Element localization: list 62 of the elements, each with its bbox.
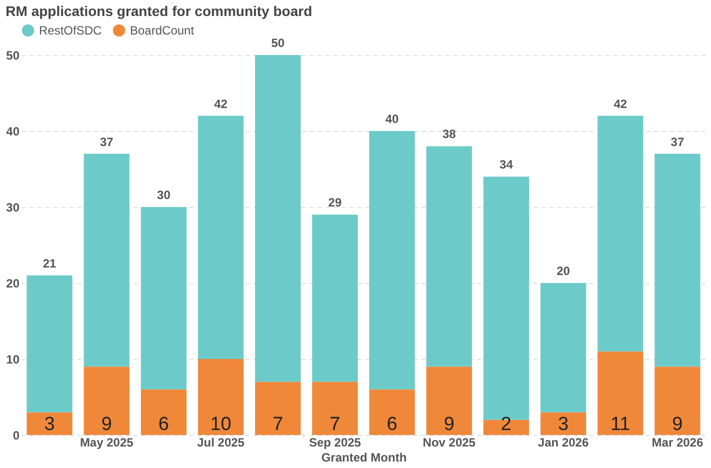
- bar: [255, 382, 301, 435]
- bar: [598, 351, 644, 435]
- total-label: 20: [556, 264, 570, 278]
- data-label: 9: [101, 414, 112, 435]
- data-label: 7: [330, 414, 340, 435]
- bar: [426, 366, 472, 435]
- data-label: 10: [210, 414, 232, 435]
- bar: [140, 389, 187, 435]
- y-tick-label: 40: [6, 124, 20, 138]
- x-tick-label: Jul 2025: [197, 436, 245, 450]
- data-label: 3: [44, 414, 55, 435]
- data-label: 2: [500, 414, 512, 435]
- total-label: 42: [614, 96, 628, 111]
- data-label: 6: [158, 414, 169, 435]
- y-tick-label: 20: [6, 276, 20, 290]
- x-tick-label: Jan 2026: [538, 436, 589, 450]
- data-label: 3: [558, 414, 569, 435]
- bar: [369, 389, 415, 435]
- bar: [426, 146, 472, 367]
- legend-label: RestOfSDC: [39, 23, 102, 38]
- x-tick-label: Mar 2026: [652, 436, 704, 450]
- x-axis-title: Granted Month: [321, 450, 407, 464]
- y-tick-label: 50: [6, 48, 20, 62]
- bar: [26, 412, 72, 435]
- total-label: 30: [157, 188, 171, 202]
- bar: [84, 154, 130, 367]
- total-label: 34: [500, 158, 514, 172]
- bar: [84, 366, 130, 435]
- bar: [654, 154, 700, 367]
- total-label: 42: [214, 96, 228, 111]
- data-label: 6: [386, 414, 398, 435]
- bar: [198, 359, 244, 435]
- total-label: 29: [328, 196, 342, 210]
- bar: [198, 116, 244, 359]
- bar: [312, 214, 358, 382]
- x-tick-label: Sep 2025: [308, 436, 362, 450]
- y-tick-label: 10: [6, 352, 20, 366]
- total-label: 37: [100, 134, 114, 149]
- total-label: 50: [271, 36, 285, 50]
- bar: [26, 275, 72, 412]
- x-tick-label: Nov 2025: [422, 436, 476, 450]
- bar: [140, 207, 187, 390]
- bar: [540, 412, 586, 435]
- chart-title: RM applications granted for community board: [6, 3, 312, 19]
- bar: [312, 382, 358, 435]
- total-label: 40: [385, 112, 400, 126]
- bar: [369, 131, 415, 390]
- total-label: 38: [442, 127, 456, 142]
- data-label: 11: [610, 414, 630, 435]
- bar: [598, 116, 644, 352]
- data-label: 9: [444, 414, 454, 435]
- total-label: 37: [670, 134, 684, 149]
- bar: [654, 366, 700, 435]
- data-label: 7: [272, 414, 284, 435]
- total-label: 21: [42, 256, 57, 270]
- data-label: 9: [672, 414, 683, 435]
- y-tick-label: 0: [12, 428, 20, 442]
- x-tick-label: May 2025: [80, 436, 134, 450]
- legend-label: BoardCount: [130, 23, 195, 38]
- bar: [540, 283, 586, 412]
- y-tick-label: 30: [6, 200, 20, 214]
- bar: [255, 55, 301, 382]
